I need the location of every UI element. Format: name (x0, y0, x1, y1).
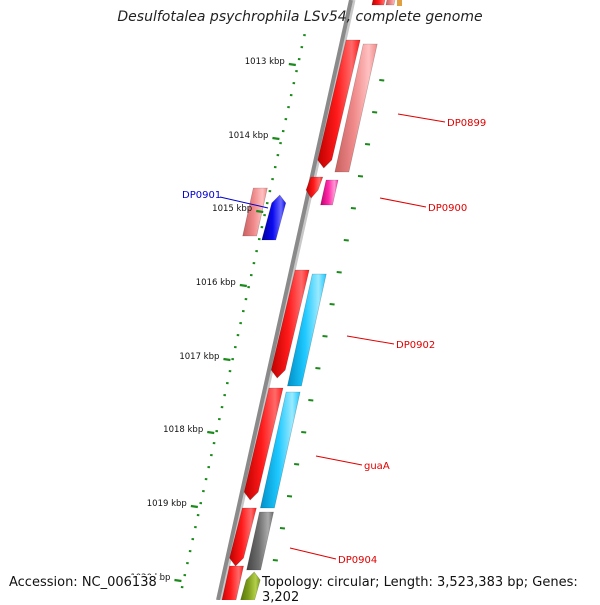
gc-skew-mark (301, 432, 306, 433)
feature-top-a (372, 0, 387, 5)
gene-label-dp0900: DP0900 (428, 203, 467, 214)
kbp-tick-label: 1014 kbp (228, 131, 268, 141)
gene-dp0901-b (262, 195, 286, 240)
gc-skew-mark (365, 144, 370, 145)
gene-dp0900-b (321, 180, 339, 205)
gc-skew-mark (330, 304, 335, 305)
feature-top-c (397, 0, 402, 6)
gc-skew-mark (372, 112, 377, 113)
kbp-tick-label: 1017 kbp (179, 352, 219, 362)
map-title: Desulfotalea psychrophila LSv54, complet… (0, 9, 600, 25)
gc-skew-mark (280, 528, 285, 529)
gc-skew-mark (315, 368, 320, 369)
gc-skew-mark (308, 400, 313, 401)
gene-label-dp0899: DP0899 (447, 118, 486, 129)
genome-stats-text: Topology: circular; Length: 3,523,383 bp… (262, 575, 600, 605)
kbp-tick-mark (256, 211, 263, 212)
kbp-tick-mark (272, 138, 279, 139)
kbp-tick-mark (240, 285, 247, 286)
gc-skew-mark (344, 240, 349, 241)
kbp-tick-label: 1016 kbp (196, 278, 236, 288)
genome-backbone (218, 0, 351, 600)
accession-text: Accession: NC_006138 (9, 575, 159, 590)
kbp-tick-mark (223, 359, 230, 360)
gc-skew-mark (323, 336, 328, 337)
kbp-tick-label: 1019 kbp (147, 499, 187, 509)
gene-label-leader (316, 456, 362, 465)
kbp-tick-label: 1018 kbp (163, 425, 203, 435)
gene-label-leader (398, 114, 445, 122)
kbp-tick-mark (289, 64, 296, 65)
kbp-tick-label: 1015 kbp (212, 204, 252, 214)
gc-skew-mark (337, 272, 342, 273)
gc-skew-mark (379, 80, 384, 81)
gene-label-leader (347, 336, 394, 344)
gene-label-guaa: guaA (364, 461, 390, 472)
kbp-tick-mark (207, 432, 214, 433)
gene-label-dp0902: DP0902 (396, 340, 435, 351)
gc-skew-mark (273, 560, 278, 561)
gene-label-leader (380, 198, 426, 207)
gc-skew-mark (351, 208, 356, 209)
kbp-tick-mark (191, 506, 198, 507)
feature-top-b (386, 0, 397, 5)
gc-skew-mark (358, 176, 363, 177)
gene-label-dp0901: DP0901 (182, 190, 221, 201)
gc-skew-mark (287, 496, 292, 497)
gene-label-dp0904: DP0904 (338, 555, 377, 566)
gene-label-leader (290, 548, 336, 559)
kbp-tick-label: 1013 kbp (245, 57, 285, 67)
kbp-tick-mark (174, 580, 181, 581)
gc-skew-mark (294, 464, 299, 465)
